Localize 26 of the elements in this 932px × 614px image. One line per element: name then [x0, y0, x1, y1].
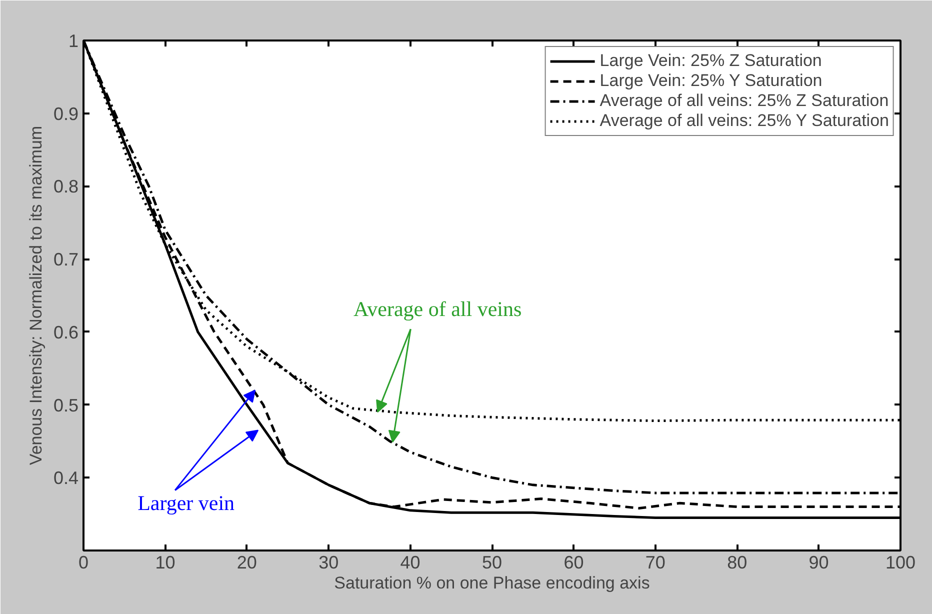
- annotation: Larger vein: [138, 491, 236, 516]
- x-tick-label: 100: [885, 552, 916, 572]
- x-tick-label: 60: [564, 552, 584, 572]
- y-tick-label: 1: [68, 31, 79, 51]
- y-axis-title: Venous Intensity: Normalized to its maximum: [26, 126, 46, 466]
- x-tick-label: 50: [482, 552, 502, 572]
- legend-label: Average of all veins: 25% Y Saturation: [600, 111, 889, 131]
- y-tick-label: 0.6: [53, 322, 79, 342]
- x-axis-title: Saturation % on one Phase encoding axis: [334, 574, 650, 592]
- x-tick-label: 20: [236, 552, 257, 572]
- y-tick-label: 0.7: [53, 250, 79, 270]
- x-tick-label: 10: [155, 552, 176, 572]
- x-tick-label: 80: [727, 552, 748, 572]
- y-tick-label: 0.8: [53, 176, 79, 197]
- x-tick-label: 90: [808, 552, 829, 572]
- annotation: Average of all veins: [354, 297, 522, 322]
- y-tick-label: 0.4: [53, 468, 79, 488]
- x-tick-label: 30: [318, 552, 339, 572]
- y-tick-label: 0.5: [53, 395, 79, 416]
- x-tick-label: 40: [400, 552, 420, 572]
- x-tick-label: 0: [78, 552, 89, 572]
- legend-label: Average of all veins: 25% Z Saturation: [600, 91, 889, 111]
- y-tick-label: 0.9: [53, 104, 79, 124]
- legend-label: Large Vein: 25% Y Saturation: [600, 71, 822, 91]
- x-tick-label: 70: [645, 552, 666, 572]
- legend-label: Large Vein: 25% Z Saturation: [600, 51, 822, 71]
